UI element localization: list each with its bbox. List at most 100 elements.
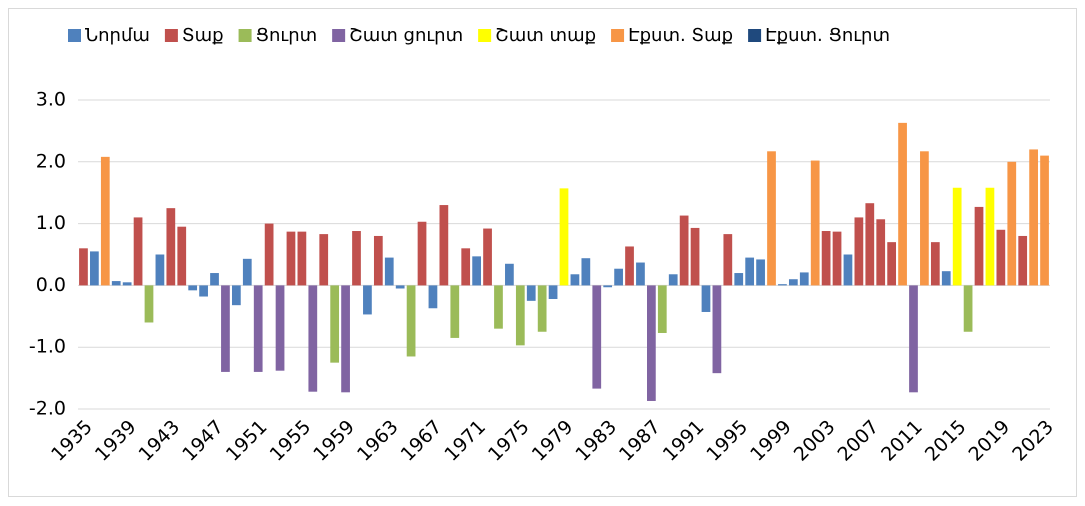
bar — [930, 242, 940, 286]
bar — [439, 205, 449, 286]
bar — [111, 281, 121, 286]
bar — [221, 285, 230, 372]
bar — [472, 256, 481, 286]
y-tick-label: 2.0 — [36, 150, 66, 172]
legend-swatch — [478, 29, 492, 42]
bar — [603, 285, 613, 288]
bar — [821, 231, 831, 286]
bar — [647, 285, 656, 401]
bar — [330, 285, 340, 363]
bar — [548, 285, 558, 299]
bar — [767, 151, 776, 286]
bar — [592, 285, 602, 389]
legend-item: Էքստ. Ցուրտ — [748, 25, 890, 46]
bar — [297, 231, 307, 286]
bar — [483, 228, 492, 286]
legend-item: Շատ ցուրտ — [332, 25, 463, 46]
bar — [384, 257, 394, 286]
bar — [887, 242, 897, 286]
bar — [210, 273, 219, 286]
legend-item: Էքստ. Տաք — [611, 25, 733, 46]
bar — [275, 285, 285, 371]
bar — [810, 160, 820, 286]
bar — [308, 285, 318, 392]
legend-swatch — [68, 29, 81, 42]
bar — [231, 285, 241, 306]
bar — [242, 258, 252, 286]
bar — [843, 254, 853, 286]
bar — [690, 227, 700, 286]
bar — [799, 272, 809, 286]
bar — [177, 226, 187, 286]
legend-item: Շատ տաք — [478, 25, 596, 46]
legend-item: Նորմա — [68, 25, 150, 46]
bar — [570, 274, 580, 286]
bar — [494, 285, 503, 329]
y-tick-label: -1.0 — [29, 336, 66, 358]
legend-label: Շատ տաք — [495, 25, 596, 46]
bar — [985, 187, 995, 286]
bar — [100, 156, 110, 286]
bar — [952, 187, 962, 286]
legend-item: Ցուրտ — [238, 25, 317, 46]
legend-label: Էքստ. Ցուրտ — [765, 25, 890, 46]
bar — [515, 285, 525, 346]
bar — [144, 285, 154, 323]
legend-label: Տաք — [182, 25, 224, 46]
bar — [909, 285, 918, 393]
bar — [90, 251, 99, 286]
bar — [876, 219, 886, 286]
bar — [712, 285, 722, 374]
legend-label: Շատ ցուրտ — [349, 25, 463, 46]
legend-swatch — [611, 29, 625, 42]
bar — [1018, 235, 1028, 286]
bar — [865, 203, 875, 286]
bar — [920, 151, 929, 286]
bar — [963, 285, 973, 332]
bar — [417, 221, 427, 286]
bar — [253, 285, 263, 372]
bar — [188, 285, 198, 291]
legend-label: Էքստ. Տաք — [628, 25, 733, 46]
bar — [428, 285, 438, 309]
bar — [788, 279, 798, 286]
bar — [264, 223, 274, 286]
bar — [341, 285, 350, 393]
bar — [450, 285, 460, 338]
bar — [941, 271, 951, 286]
bar — [734, 273, 744, 286]
legend-swatch — [748, 29, 762, 42]
bar — [745, 257, 755, 286]
bar — [1040, 155, 1049, 286]
bar — [625, 246, 634, 286]
bar — [668, 274, 678, 286]
legend-swatch — [238, 29, 252, 42]
bar — [581, 258, 591, 286]
legend-swatch — [164, 29, 178, 42]
bar — [1007, 161, 1017, 286]
bar — [832, 231, 842, 286]
bar — [155, 254, 165, 286]
bar — [526, 285, 536, 301]
bar — [756, 259, 765, 286]
y-tick-label: 0.0 — [36, 274, 66, 296]
bar — [723, 234, 733, 286]
legend-item: Տաք — [164, 25, 224, 46]
bar — [319, 234, 329, 286]
bar — [636, 262, 645, 286]
bar — [974, 206, 984, 286]
bar — [679, 215, 689, 286]
bar — [898, 122, 907, 286]
bar — [406, 285, 416, 357]
bar — [166, 208, 176, 286]
y-tick-label: -2.0 — [29, 398, 66, 420]
bar — [505, 263, 514, 286]
bar — [395, 285, 405, 289]
bar — [363, 285, 372, 315]
bar — [1029, 149, 1038, 286]
bar — [854, 217, 864, 286]
bar — [199, 285, 208, 297]
bar — [286, 231, 296, 286]
bar — [461, 248, 471, 286]
